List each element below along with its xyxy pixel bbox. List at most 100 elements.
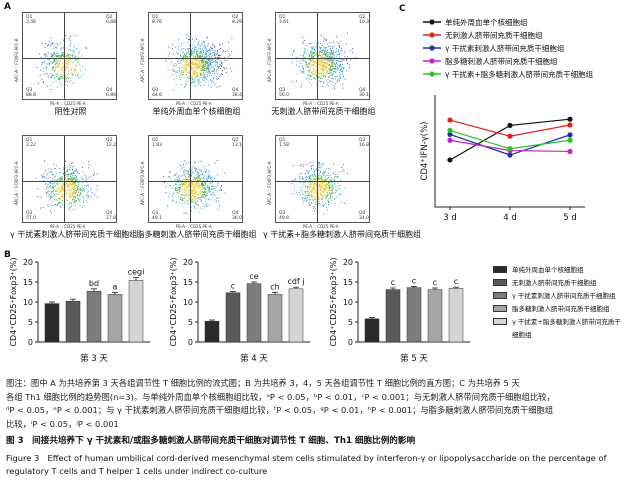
quadrant-line-vertical [189, 13, 191, 99]
y-axis-label: CD4⁺CD25⁺Foxp3⁺(%) [329, 257, 338, 346]
note-line: 比较，ⁱP < 0.05，ʲP < 0.001 [6, 418, 119, 429]
bar [364, 318, 380, 343]
flow-x-axis-label: PE-A :: CD25 PE-A [50, 224, 86, 229]
legend-label: 脂多糖刺激人脐带间充质干细胞组 [512, 305, 610, 313]
flow-plot-caption: 单纯外周血单个核细胞组 [152, 107, 241, 116]
y-tick-label: 10 [343, 298, 353, 307]
flow-plot: Q1 2.22 Q2 12.2 Q3 57.0 Q4 27.8 [22, 135, 117, 223]
legend-marker [429, 19, 435, 25]
bar-chart-title: 第 5 天 [400, 353, 428, 364]
significance-label: c [231, 282, 235, 291]
legend-swatch [493, 265, 507, 273]
legend-label: γ 干扰素刺激人脐带间充质干细胞组 [512, 292, 616, 300]
quadrant-value: 10.3 [359, 20, 370, 25]
quadrant-line-vertical [63, 13, 65, 99]
bar [128, 280, 144, 343]
quadrant-value: 0.88 [106, 20, 117, 25]
quadrant-value: 36.0 [232, 216, 243, 221]
x-tick-label: 5 d [563, 213, 577, 223]
quadrant-name: Q2 [232, 15, 239, 20]
note-line: 各组 Th1 细胞比例的趋势图(n=3)。与单纯外周血单个核细胞组比较，ᵃP <… [6, 391, 555, 402]
flow-dots [165, 34, 233, 91]
data-point [447, 127, 453, 133]
note-line: ᵈP < 0.05，ᵉP < 0.001；与 γ 干扰素刺激人脐带间充质干细胞组… [6, 405, 554, 415]
quadrant-value: 34.0 [359, 216, 370, 221]
data-point [447, 137, 453, 143]
quadrant-name: Q2 [106, 138, 113, 143]
caption-english: Figure 3 Effect of human umbilical cord-… [6, 453, 607, 476]
legend-swatch [493, 304, 507, 312]
significance-label: cegi [128, 268, 145, 277]
quadrant-line-horizontal [23, 180, 116, 182]
quadrant-name: Q1 [26, 138, 33, 143]
bar-chart-day5: 0 5 10 15 20 CD4⁺CD25⁺Foxp3⁺(%) c c c c 第 5 天 [329, 257, 470, 364]
data-point [507, 146, 513, 152]
bar [448, 288, 464, 343]
bar [65, 300, 81, 343]
significance-label: ch [270, 282, 279, 291]
quadrant-value: 57.0 [26, 216, 37, 221]
figure-notes: 图注：图中 A 为共培养第 3 天各组调节性 T 细胞比例的流式图；B 为共培养… [6, 377, 634, 431]
quadrant-name: Q1 [26, 15, 33, 20]
quadrant-value: 12.2 [106, 143, 117, 148]
legend-marker [429, 58, 435, 64]
bar [225, 292, 241, 343]
quadrant-name: Q2 [232, 138, 239, 143]
y-tick-label: 10 [183, 298, 193, 307]
quadrant-line-vertical [316, 13, 318, 99]
flow-plot: Q1 3.61 Q2 10.3 Q3 56.0 Q4 30.1 [275, 12, 370, 100]
quadrant-value: 13.1 [232, 143, 243, 148]
flow-x-axis-label: PE-A :: CD25 PE-A [176, 101, 212, 106]
quadrant-name: Q3 [152, 88, 159, 93]
quadrant-line-vertical [63, 136, 65, 222]
series-line [449, 129, 571, 150]
quadrant-name: Q3 [26, 211, 33, 216]
flow-plot-caption: 无刺激人脐带间充质干细胞组 [271, 107, 376, 116]
significance-label: cdf j [287, 277, 304, 286]
legend-entry: 单纯外周血单个核细胞组 [493, 264, 584, 274]
flow-plot-caption: γ 干扰素+脂多糖刺激人脐带间充质干细胞组 [263, 230, 421, 239]
bar [204, 320, 220, 343]
y-tick-label: 20 [343, 258, 353, 267]
y-tick-label: 10 [23, 298, 33, 307]
quadrant-name: Q4 [232, 211, 239, 216]
bar-chart-title: 第 3 天 [80, 353, 108, 364]
bar [288, 288, 304, 343]
legend-label: 单纯外周血单个核细胞组 [512, 266, 584, 274]
bar [44, 303, 60, 343]
legend-marker [429, 71, 435, 77]
flow-y-axis-label: APC-A :: FOXP3 APC-A [140, 38, 145, 82]
quadrant-value: 1.83 [152, 143, 163, 148]
legend-marker [429, 32, 435, 38]
legend-label: 细胞组 [512, 331, 532, 339]
quadrant-value: 27.8 [106, 216, 117, 221]
y-tick-label: 20 [23, 258, 33, 267]
flow-plot: Q1 8.76 Q2 8.29 Q3 44.6 Q4 38.4 [148, 12, 243, 100]
legend-entry: γ 干扰素+脂多糖刺激人脐带间充质干 [493, 316, 621, 326]
legend-entry: 无刺激人脐带间充质干细胞组 [493, 277, 597, 287]
y-axis-label: CD4⁺CD25⁺Foxp3⁺(%) [169, 257, 178, 346]
quadrant-value: 8.76 [152, 20, 163, 25]
legend-label: γ 干扰素+脂多糖刺激人脐带间充质干细胞组 [445, 69, 594, 79]
quadrant-value: 3.61 [279, 20, 290, 25]
quadrant-name: Q3 [279, 211, 286, 216]
flow-y-axis-label: APC-A :: FOXP3 APC-A [140, 161, 145, 205]
y-tick-label: 15 [343, 278, 353, 287]
flow-plot: Q1 1.83 Q2 13.1 Q3 49.1 Q4 36.0 [148, 135, 243, 223]
bar [385, 289, 401, 343]
flow-y-axis-label: APC-A :: FOXP3 APC-A [267, 161, 272, 205]
flow-plot: Q1 1.58 Q2 16.8 Q3 49.8 Q4 34.0 [275, 135, 370, 223]
quadrant-value: 56.0 [279, 93, 290, 98]
significance-label: a [113, 282, 118, 291]
flow-y-axis-label: APC-A :: FOXP3 APC-A [14, 161, 19, 205]
significance-label: c [391, 278, 395, 287]
data-point [507, 122, 513, 129]
bar [107, 294, 123, 343]
quadrant-name: Q3 [26, 88, 33, 93]
flow-x-axis-label: PE-A :: CD25 PE-A [176, 224, 212, 229]
legend-swatch [493, 291, 507, 299]
y-tick-label: 5 [188, 318, 193, 327]
panel-c-letter: C [399, 4, 406, 14]
y-axis-label: CD4⁺IFN-γ(%) [420, 122, 430, 181]
legend-label: γ 干扰素刺激人脐带间充质干细胞组 [445, 43, 565, 53]
